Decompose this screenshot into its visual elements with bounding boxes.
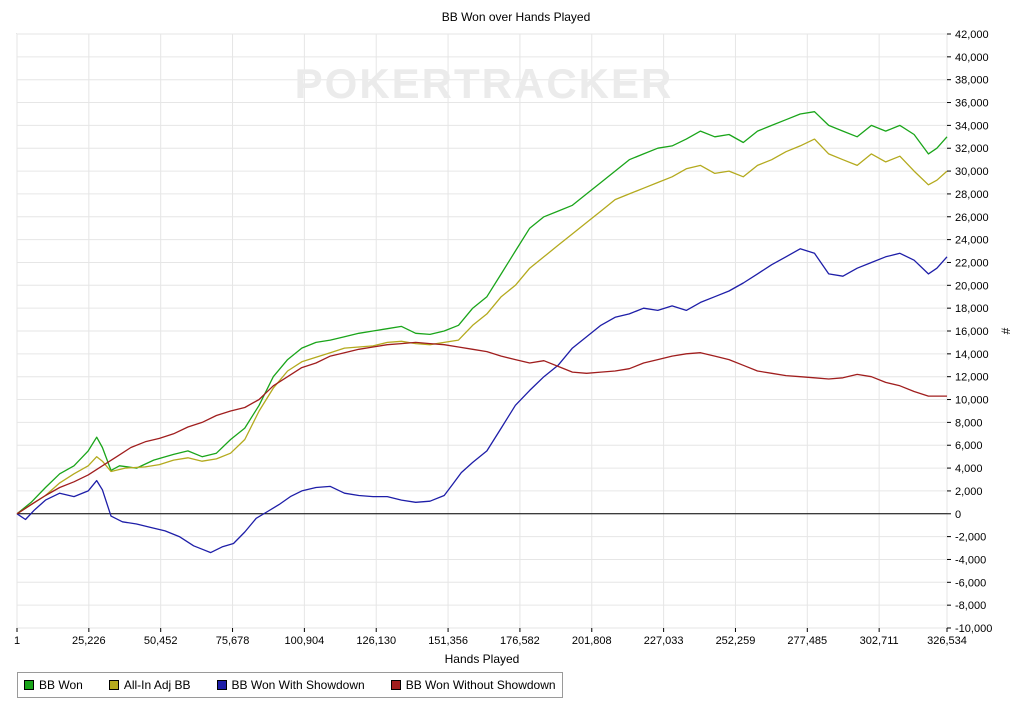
x-tick-label: 227,033 xyxy=(644,635,684,647)
x-axis: 1 25,226 50,452 75,678 100,904 126,130 151,356… xyxy=(14,628,967,647)
y-tick-label: 6,000 xyxy=(955,440,983,452)
legend-swatch xyxy=(108,680,119,690)
legend-item: All-In Adj BB xyxy=(108,678,191,692)
y-tick-label: 28,000 xyxy=(955,189,989,201)
y-tick-label: 16,000 xyxy=(955,326,989,338)
y-tick-label: 26,000 xyxy=(955,212,989,224)
legend-item: BB Won xyxy=(24,678,83,692)
y-tick-label: -8,000 xyxy=(955,600,986,612)
x-tick-label: 100,904 xyxy=(284,635,324,647)
series-lines xyxy=(16,111,948,554)
x-tick-label: 277,485 xyxy=(787,635,827,647)
x-tick-label: 176,582 xyxy=(500,635,540,647)
legend-swatch xyxy=(390,680,401,690)
watermark: POKERTRACKER xyxy=(295,60,674,107)
x-tick-label: 201,808 xyxy=(572,635,612,647)
y-tick-label: 38,000 xyxy=(955,75,989,87)
y-tick-label: 0 xyxy=(955,509,961,521)
series-line-all-in-adj-bb xyxy=(16,138,948,515)
y-tick-label: 32,000 xyxy=(955,143,989,155)
x-tick-label: 126,130 xyxy=(356,635,396,647)
x-tick-label: 252,259 xyxy=(716,635,756,647)
y-tick-label: 34,000 xyxy=(955,120,989,132)
y-tick-label: 2,000 xyxy=(955,486,983,498)
x-tick-label: 151,356 xyxy=(428,635,468,647)
y-tick-label: 42,000 xyxy=(955,29,989,41)
legend-swatch xyxy=(24,680,34,690)
legend-label: All-In Adj BB xyxy=(123,678,191,692)
legend: BB Won All-In Adj BB BB Won With Showdow… xyxy=(17,672,563,698)
y-tick-label: 30,000 xyxy=(955,166,989,178)
x-tick-label: 326,534 xyxy=(927,635,967,647)
y-tick-label: -6,000 xyxy=(955,577,986,589)
legend-item: BB Won Without Showdown xyxy=(390,678,556,692)
x-tick-label: 302,711 xyxy=(860,635,899,647)
y-tick-label: -10,000 xyxy=(955,623,992,635)
y-tick-label: 4,000 xyxy=(955,463,983,475)
y-tick-label: 36,000 xyxy=(955,98,989,110)
y-axis: -10,000 -8,000 -6,000 -4,000 -2,000 0 2,000 4,0… xyxy=(947,29,992,635)
y-tick-label: 24,000 xyxy=(955,235,989,247)
y-tick-label: -4,000 xyxy=(955,554,986,566)
legend-label: BB Won With Showdown xyxy=(231,678,365,692)
x-tick-label: 1 xyxy=(14,635,20,647)
series-line-bb-won-with-showdown xyxy=(16,248,948,554)
series-line-bb-won xyxy=(16,111,948,515)
y-tick-label: 22,000 xyxy=(955,257,989,269)
x-tick-label: 75,678 xyxy=(216,635,250,647)
x-axis-label: Hands Played xyxy=(445,652,520,666)
y-tick-label: -2,000 xyxy=(955,532,986,544)
series-line-bb-won-without-showdown xyxy=(16,341,947,515)
legend-label: BB Won Without Showdown xyxy=(405,678,556,692)
legend-swatch xyxy=(216,680,227,690)
y-axis-label: # xyxy=(999,327,1013,334)
legend-item: BB Won With Showdown xyxy=(216,678,365,692)
legend-label: BB Won xyxy=(39,678,83,692)
chart-title: BB Won over Hands Played xyxy=(442,10,591,24)
x-tick-label: 25,226 xyxy=(72,635,106,647)
grid-lines xyxy=(16,33,948,629)
y-tick-label: 20,000 xyxy=(955,280,989,292)
x-tick-label: 50,452 xyxy=(144,635,178,647)
y-tick-label: 8,000 xyxy=(955,417,983,429)
y-tick-label: 40,000 xyxy=(955,52,989,64)
y-tick-label: 10,000 xyxy=(955,395,989,407)
y-tick-label: 18,000 xyxy=(955,303,989,315)
y-tick-label: 12,000 xyxy=(955,372,989,384)
y-tick-label: 14,000 xyxy=(955,349,989,361)
